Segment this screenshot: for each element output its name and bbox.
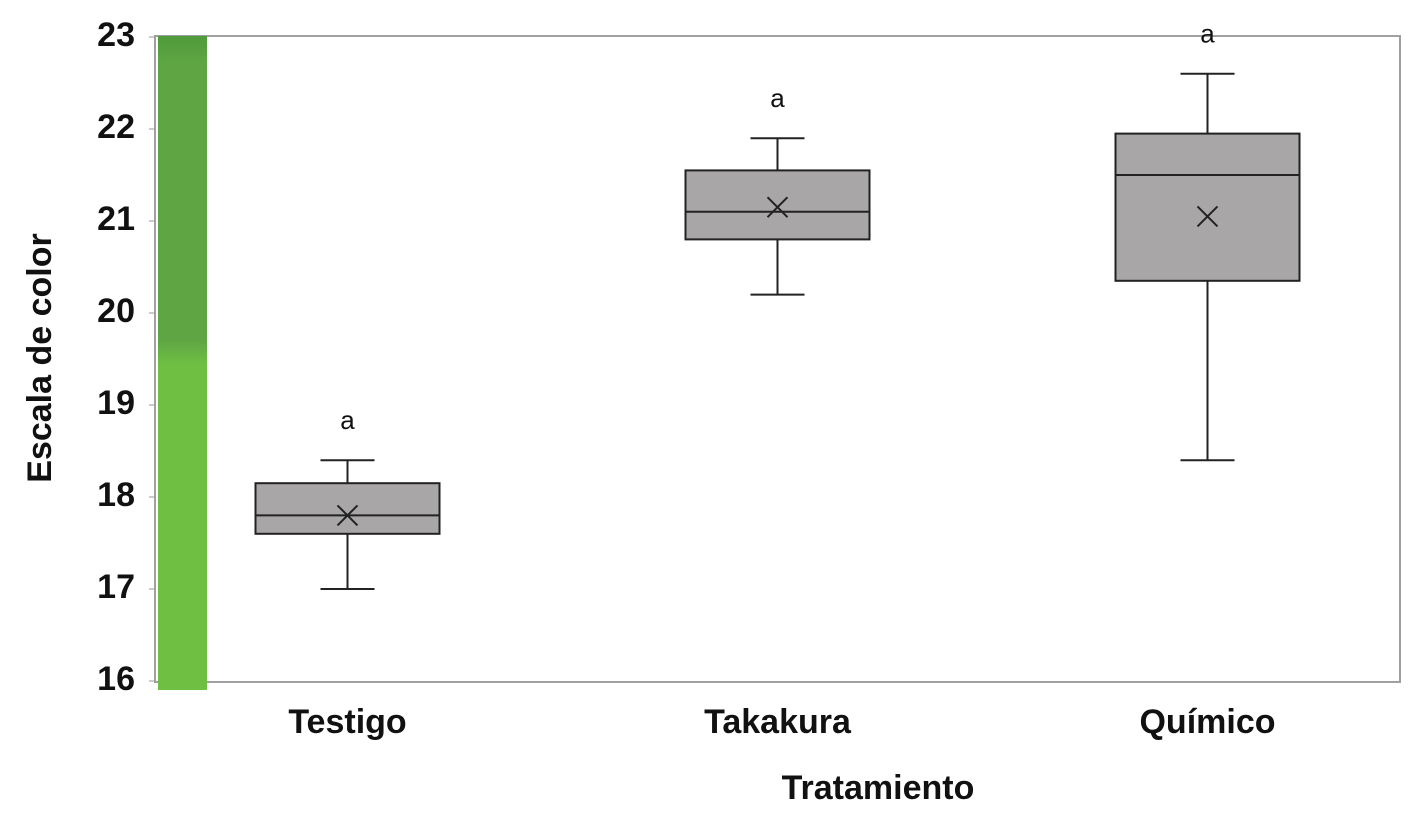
- group-label: a: [770, 83, 785, 113]
- mean-marker: [1196, 205, 1219, 228]
- y-tick-label: 19: [97, 384, 135, 422]
- box: [254, 482, 441, 535]
- group-label: a: [1200, 19, 1215, 49]
- y-tick-label: 23: [97, 16, 135, 54]
- x-tick-label: Químico: [1139, 703, 1275, 741]
- mean-marker: [336, 504, 359, 527]
- color-scale-light: [158, 365, 207, 690]
- y-tick-label: 18: [97, 476, 135, 514]
- x-tick-label: Testigo: [288, 703, 406, 741]
- group-label: a: [340, 405, 355, 435]
- color-scale-dark: [158, 36, 207, 366]
- x-axis-title: Tratamiento: [782, 769, 975, 807]
- y-tick-label: 22: [97, 108, 135, 146]
- y-tick-label: 21: [97, 200, 135, 238]
- box: [1114, 132, 1301, 282]
- mean-marker: [766, 196, 789, 218]
- y-tick-label: 17: [97, 568, 135, 606]
- box: [684, 169, 871, 241]
- y-tick-label: 20: [97, 292, 135, 330]
- x-tick-label: Takakura: [704, 703, 852, 741]
- y-tick-label: 16: [97, 660, 135, 698]
- y-axis-title: Escala de color: [21, 233, 59, 482]
- plot-area: [154, 35, 1401, 683]
